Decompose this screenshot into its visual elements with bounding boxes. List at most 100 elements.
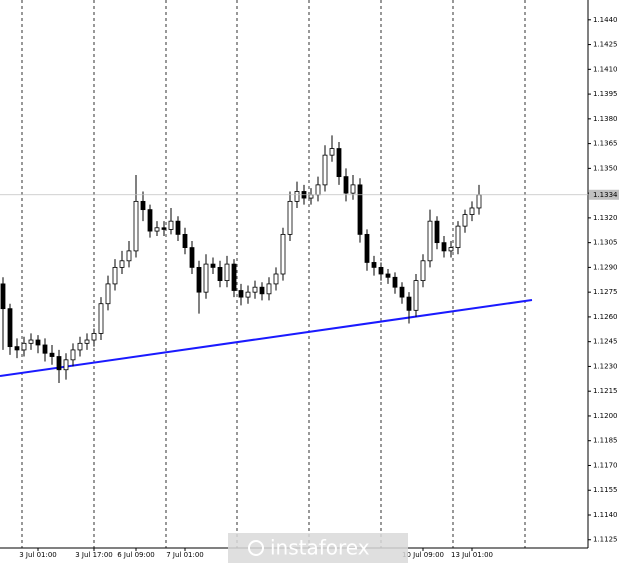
watermark-box bbox=[228, 533, 408, 563]
x-tick-label: 13 Jul 01:00 bbox=[451, 551, 493, 559]
y-tick-label: 1.1125 bbox=[593, 536, 618, 544]
candle-body bbox=[406, 296, 412, 311]
candle-body bbox=[371, 262, 377, 268]
y-tick-label: 1.1290 bbox=[593, 263, 618, 271]
candle-body bbox=[35, 339, 41, 346]
candle-body bbox=[343, 176, 349, 194]
candle-body bbox=[294, 191, 300, 202]
candle-body bbox=[196, 266, 202, 293]
candle-body bbox=[315, 184, 321, 196]
candle-body bbox=[476, 194, 482, 209]
candle-body bbox=[322, 154, 328, 186]
candle-body bbox=[154, 227, 160, 232]
y-tick-label: 1.1410 bbox=[593, 65, 618, 73]
candle-body bbox=[14, 346, 20, 351]
candle-body bbox=[392, 276, 398, 288]
y-tick-label: 1.1155 bbox=[593, 486, 618, 494]
y-tick-label: 1.1185 bbox=[593, 437, 618, 445]
current-price-box bbox=[589, 189, 619, 200]
candle-body bbox=[28, 339, 34, 344]
y-tick-label: 1.1440 bbox=[593, 16, 618, 24]
y-tick-label: 1.1305 bbox=[593, 239, 618, 247]
y-tick-label: 1.1245 bbox=[593, 338, 618, 346]
candle-body bbox=[469, 207, 475, 215]
candle-body bbox=[259, 286, 265, 295]
candle-body bbox=[231, 263, 237, 291]
candle-body bbox=[238, 290, 244, 298]
candle-body bbox=[77, 342, 83, 351]
y-tick-label: 1.1395 bbox=[593, 90, 618, 98]
candle-body bbox=[273, 273, 279, 285]
y-tick-label: 1.1365 bbox=[593, 140, 618, 148]
candle-body bbox=[378, 266, 384, 275]
candle-body bbox=[182, 233, 188, 248]
candle-body bbox=[91, 333, 97, 341]
candle-body bbox=[385, 273, 391, 278]
candle-body bbox=[350, 184, 356, 194]
y-tick-label: 1.1380 bbox=[593, 115, 618, 123]
x-tick-label: 6 Jul 09:00 bbox=[117, 551, 155, 559]
candle-body bbox=[287, 200, 293, 235]
candle-body bbox=[147, 209, 153, 232]
candle-body bbox=[413, 280, 419, 311]
candle-body bbox=[329, 148, 335, 156]
candle-body bbox=[133, 200, 139, 252]
plot: 1.1125 1.1140 1.1155 1.1170 1.1185 1.1200 1.12… bbox=[0, 16, 619, 559]
y-tick-label: 1.1260 bbox=[593, 313, 618, 321]
candle-body bbox=[168, 220, 174, 230]
candle-body bbox=[441, 242, 447, 252]
x-tick-label: 7 Jul 01:00 bbox=[166, 551, 204, 559]
candle-body bbox=[203, 263, 209, 293]
candle-body bbox=[0, 283, 6, 310]
period-separators bbox=[21, 0, 526, 548]
y-tick-label: 1.1200 bbox=[593, 412, 618, 420]
candle-body bbox=[434, 220, 440, 244]
candle-body bbox=[175, 220, 181, 235]
candle-body bbox=[280, 233, 286, 275]
candle-body bbox=[427, 220, 433, 262]
candle-body bbox=[399, 286, 405, 298]
candle-body bbox=[462, 214, 468, 227]
candle-body bbox=[308, 194, 314, 199]
candle-body bbox=[84, 339, 90, 344]
candle-body bbox=[98, 303, 104, 334]
candle-body bbox=[210, 263, 216, 268]
candle-body bbox=[420, 260, 426, 282]
watermark: instaforex bbox=[270, 536, 370, 560]
x-tick-label: 3 Jul 17:00 bbox=[75, 551, 113, 559]
watermark-logo bbox=[248, 540, 264, 556]
y-tick-label: 1.1425 bbox=[593, 41, 618, 49]
x-tick-label: 10 Jul 09:00 bbox=[402, 551, 444, 559]
candle-body bbox=[161, 227, 167, 230]
candle-body bbox=[455, 225, 461, 248]
candle-body bbox=[112, 266, 118, 285]
y-tick-label: 1.1230 bbox=[593, 362, 618, 370]
candle-body bbox=[336, 148, 342, 178]
candle-body bbox=[357, 184, 363, 235]
candle-body bbox=[140, 200, 146, 211]
y-tick-label: 1.1140 bbox=[593, 511, 618, 519]
candle-body bbox=[56, 356, 62, 371]
y-tick-label: 1.1275 bbox=[593, 288, 618, 296]
candle-body bbox=[448, 247, 454, 252]
y-tick-label: 1.1215 bbox=[593, 387, 618, 395]
candle-body bbox=[252, 286, 258, 293]
candle-body bbox=[217, 266, 223, 282]
current-price-label: 1.1334 bbox=[593, 191, 618, 199]
y-tick-label: 1.1320 bbox=[593, 214, 618, 222]
candle-body bbox=[21, 342, 27, 351]
candle-body bbox=[49, 352, 55, 357]
candle-body bbox=[119, 260, 125, 268]
candle-body bbox=[63, 359, 69, 371]
candle-body bbox=[70, 349, 76, 361]
candle-body bbox=[126, 250, 132, 262]
candle-body bbox=[7, 308, 13, 348]
candle-body bbox=[189, 247, 195, 268]
candle-body bbox=[364, 233, 370, 263]
trend-line bbox=[0, 299, 533, 377]
y-tick-label: 1.1170 bbox=[593, 461, 618, 469]
candle-body bbox=[42, 344, 48, 354]
candle-body bbox=[266, 283, 272, 295]
